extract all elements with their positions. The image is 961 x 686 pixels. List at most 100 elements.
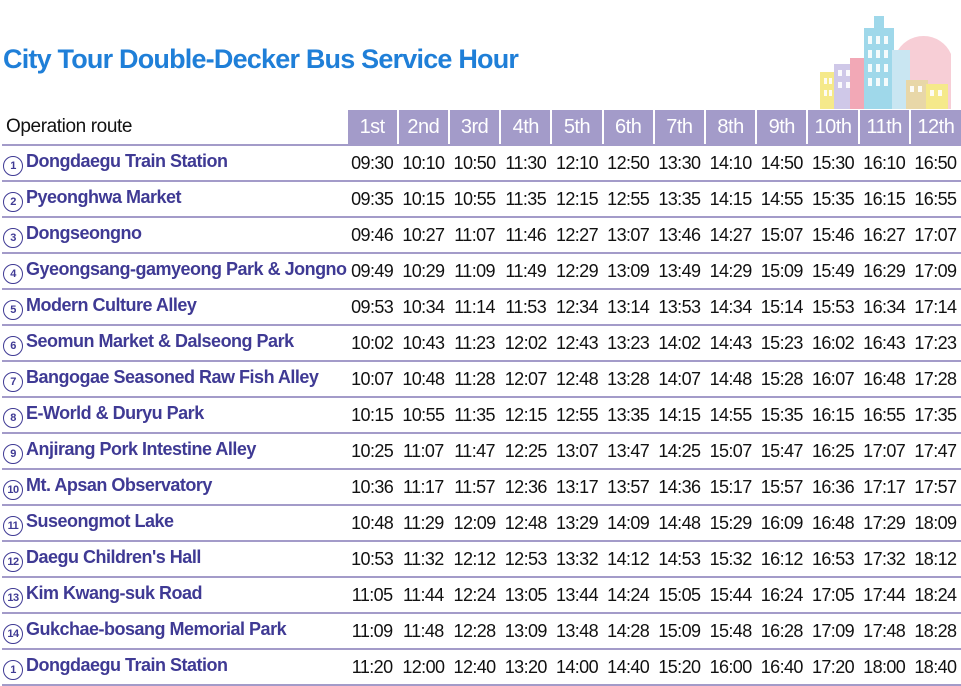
table-row: 5 Modern Culture Alley 09:53 10:34 11:14 11:5… [2,289,961,326]
departure-time: 13:35 [602,397,654,434]
departure-time: 09:53 [346,289,398,326]
departure-time: 11:28 [448,361,501,398]
departure-time: 12:40 [448,649,501,686]
departure-time: 13:14 [602,289,654,326]
departure-time: 15:57 [756,469,808,506]
departure-time: 12:00 [397,649,449,686]
stop-cell: 6 Seomun Market & Dalseong Park [2,325,347,362]
departure-time: 16:02 [807,325,859,362]
stop-name: Dongdaegu Train Station [26,654,228,675]
departure-time: 14:02 [653,325,705,362]
trip-header-10: 10th [806,110,859,146]
table-row: 1 Dongdaegu Train Station 09:30 10:10 10:50 1… [2,145,961,182]
trip-header-6: 6th [601,110,654,146]
departure-time: 15:30 [807,145,859,182]
departure-time: 12:55 [551,397,603,434]
departure-time: 17:20 [807,649,859,686]
departure-time: 17:28 [909,361,961,398]
departure-time: 17:47 [909,433,961,470]
trip-header-2: 2nd [396,110,449,146]
departure-time: 15:07 [756,217,808,254]
departure-time: 12:28 [448,613,501,650]
departure-time: 11:07 [448,217,501,254]
departure-time: 17:07 [858,433,910,470]
trip-header-4: 4th [499,110,552,146]
departure-time: 17:29 [858,505,910,542]
departure-time: 15:09 [756,253,808,290]
departure-time: 12:55 [602,181,654,218]
departure-time: 17:44 [858,577,910,614]
stop-name: Anjirang Pork Intestine Alley [26,438,256,459]
departure-time: 11:46 [500,217,552,254]
departure-time: 12:15 [551,181,603,218]
departure-time: 10:55 [448,181,501,218]
table-row: 12 Daegu Children's Hall 10:53 11:32 12:12 12… [2,541,961,578]
departure-time: 10:27 [397,217,449,254]
departure-time: 16:48 [858,361,910,398]
departure-time: 13:29 [551,505,603,542]
departure-time: 14:53 [653,541,705,578]
departure-time: 12:48 [500,505,552,542]
table-row: 3 Dongseongno 09:46 10:27 11:07 11:46 12:27 13:… [2,217,961,254]
stop-name: Dongseongno [26,222,142,243]
departure-time: 11:30 [500,145,552,182]
table-row: 4 Gyeongsang-gamyeong Park & Jongno 09:49 1… [2,253,961,290]
departure-time: 11:32 [397,541,449,578]
page-title: City Tour Double-Decker Bus Service Hour [3,44,519,74]
departure-time: 09:35 [346,181,398,218]
departure-time: 11:48 [397,613,449,650]
departure-time: 16:15 [858,181,910,218]
table-row: 10 Mt. Apsan Observatory 10:36 11:17 11:57 12… [2,469,961,506]
departure-time: 13:48 [551,613,603,650]
departure-time: 14:43 [704,325,757,362]
departure-time: 13:07 [602,217,654,254]
departure-time: 10:07 [346,361,398,398]
departure-time: 15:14 [756,289,808,326]
departure-time: 14:55 [704,397,757,434]
departure-time: 13:53 [653,289,705,326]
departure-time: 16:09 [756,505,808,542]
departure-time: 12:02 [500,325,552,362]
departure-time: 15:53 [807,289,859,326]
departure-time: 16:29 [858,253,910,290]
departure-time: 17:17 [858,469,910,506]
stop-number-badge: 13 [3,587,23,608]
departure-time: 16:53 [807,541,859,578]
stop-number-badge: 9 [3,443,23,464]
stop-cell: 5 Modern Culture Alley [2,289,347,326]
trip-header-5: 5th [550,110,603,146]
departure-time: 18:40 [909,649,961,686]
departure-time: 11:57 [448,469,501,506]
departure-time: 16:28 [756,613,808,650]
stop-number-badge: 1 [3,155,23,176]
departure-time: 17:09 [909,253,961,290]
departure-time: 14:27 [704,217,757,254]
departure-time: 17:35 [909,397,961,434]
departure-time: 16:40 [756,649,808,686]
departure-time: 13:09 [500,613,552,650]
table-header-row: Operation route 1st 2nd 3rd 4th 5th 6th 7th 8th… [2,110,961,146]
departure-time: 16:10 [858,145,910,182]
departure-time: 14:40 [602,649,654,686]
departure-time: 14:15 [704,181,757,218]
stop-number-badge: 1 [3,659,23,680]
departure-time: 13:23 [602,325,654,362]
stop-name: Pyeonghwa Market [26,186,182,207]
departure-time: 10:15 [346,397,398,434]
trip-header-11: 11th [857,110,910,146]
departure-time: 11:09 [448,253,501,290]
departure-time: 14:48 [653,505,705,542]
departure-time: 15:20 [653,649,705,686]
departure-time: 16:12 [756,541,808,578]
stop-name: Kim Kwang-suk Road [26,582,203,603]
departure-time: 12:15 [500,397,552,434]
departure-time: 10:34 [397,289,449,326]
departure-time: 13:28 [602,361,654,398]
stop-name: Bangogae Seasoned Raw Fish Alley [26,366,319,387]
trip-header-9: 9th [755,110,808,146]
stop-name: Suseongmot Lake [26,510,174,531]
departure-time: 15:07 [704,433,757,470]
departure-time: 15:32 [704,541,757,578]
table-row: 2 Pyeonghwa Market 09:35 10:15 10:55 11:35 12:… [2,181,961,218]
departure-time: 11:09 [346,613,398,650]
